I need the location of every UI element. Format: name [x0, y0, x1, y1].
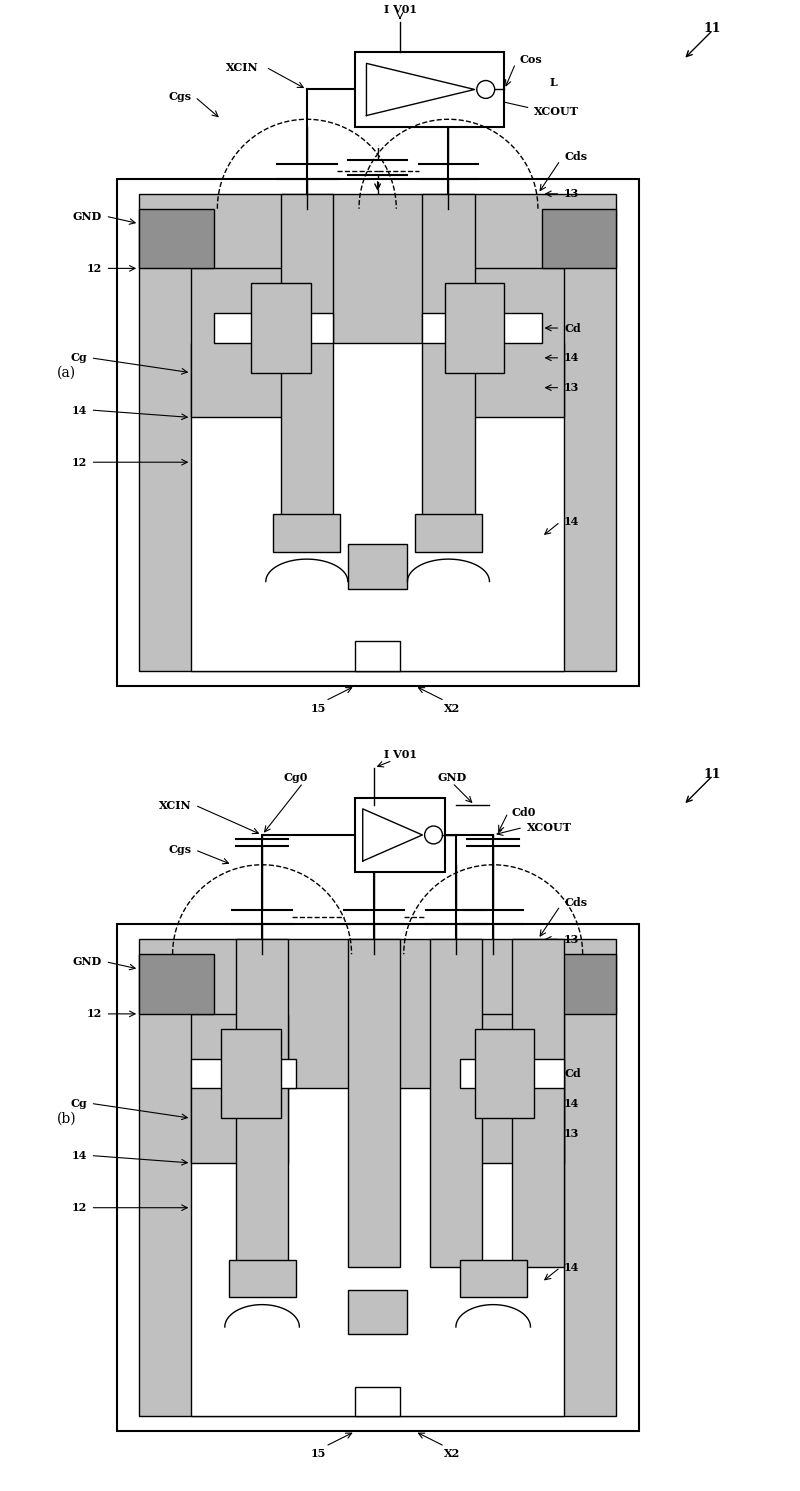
Text: 13: 13 — [564, 382, 579, 394]
Text: 13: 13 — [564, 188, 579, 200]
Text: XCOUT: XCOUT — [526, 822, 572, 833]
Bar — [460, 1059, 564, 1088]
Text: 12: 12 — [86, 1008, 102, 1020]
Text: 12: 12 — [72, 456, 87, 468]
Text: 13: 13 — [564, 933, 579, 945]
Text: Cgs: Cgs — [168, 844, 191, 856]
Bar — [274, 514, 340, 552]
Bar — [251, 283, 310, 373]
Text: X2: X2 — [444, 1448, 460, 1460]
Text: 12: 12 — [86, 262, 102, 274]
Text: 14: 14 — [564, 516, 579, 528]
Bar — [355, 641, 400, 671]
Text: Cds: Cds — [564, 896, 587, 908]
Text: 15: 15 — [310, 1448, 326, 1460]
Bar — [191, 343, 564, 671]
Text: X2: X2 — [444, 702, 460, 714]
Bar — [355, 52, 504, 127]
Bar — [422, 194, 474, 522]
Bar — [139, 194, 616, 671]
Bar — [117, 179, 638, 686]
Bar — [422, 313, 542, 343]
Text: L: L — [549, 76, 557, 88]
Bar — [139, 209, 214, 268]
Bar — [348, 544, 407, 589]
Text: Cd: Cd — [564, 1068, 581, 1079]
Bar — [467, 1014, 564, 1163]
Text: Cd: Cd — [564, 322, 581, 334]
Bar — [281, 194, 333, 522]
Bar — [191, 268, 303, 417]
Bar — [542, 209, 616, 268]
Text: 11: 11 — [703, 22, 721, 36]
Text: 14: 14 — [564, 1097, 579, 1109]
Bar — [430, 939, 482, 1267]
Text: GND: GND — [438, 772, 467, 783]
Bar — [117, 924, 638, 1431]
Text: GND: GND — [73, 956, 102, 968]
Polygon shape — [366, 63, 474, 116]
Bar — [229, 1260, 296, 1297]
Bar — [452, 268, 564, 417]
Text: Cds: Cds — [564, 151, 587, 163]
Bar — [542, 954, 616, 1014]
Bar — [221, 1029, 281, 1118]
Text: Cd0: Cd0 — [512, 807, 536, 819]
Text: GND: GND — [73, 210, 102, 222]
Text: Cg0: Cg0 — [283, 772, 308, 783]
Text: Cos: Cos — [519, 54, 542, 66]
Bar — [355, 1387, 400, 1416]
Text: 12: 12 — [72, 1202, 87, 1214]
Bar — [355, 798, 445, 872]
Text: (b): (b) — [57, 1111, 77, 1126]
Bar — [139, 939, 616, 1416]
Text: Cg: Cg — [70, 1097, 87, 1109]
Text: 11: 11 — [703, 768, 721, 781]
Bar — [512, 939, 564, 1267]
Bar — [445, 283, 504, 373]
Bar — [348, 939, 400, 1267]
Text: XCOUT: XCOUT — [534, 106, 579, 118]
Text: 14: 14 — [71, 1150, 87, 1161]
Text: 14: 14 — [564, 1261, 579, 1273]
Text: I V01: I V01 — [383, 750, 417, 760]
Text: 15: 15 — [310, 702, 326, 714]
Bar — [236, 939, 288, 1267]
Bar — [191, 1088, 564, 1416]
Text: Cg: Cg — [70, 352, 87, 364]
Bar — [460, 1260, 526, 1297]
Bar — [191, 1059, 296, 1088]
Bar — [191, 1014, 288, 1163]
Bar — [139, 954, 214, 1014]
Text: XCIN: XCIN — [158, 799, 191, 811]
Bar — [474, 1029, 534, 1118]
Text: I V01: I V01 — [383, 4, 417, 15]
Text: 14: 14 — [71, 404, 87, 416]
Text: 14: 14 — [564, 352, 579, 364]
Text: (a): (a) — [57, 365, 76, 380]
Text: Cgs: Cgs — [168, 91, 191, 103]
Bar — [348, 1290, 407, 1334]
Text: 13: 13 — [564, 1127, 579, 1139]
Bar — [214, 313, 333, 343]
Bar — [415, 514, 482, 552]
Polygon shape — [362, 808, 422, 862]
Text: XCIN: XCIN — [226, 61, 258, 73]
